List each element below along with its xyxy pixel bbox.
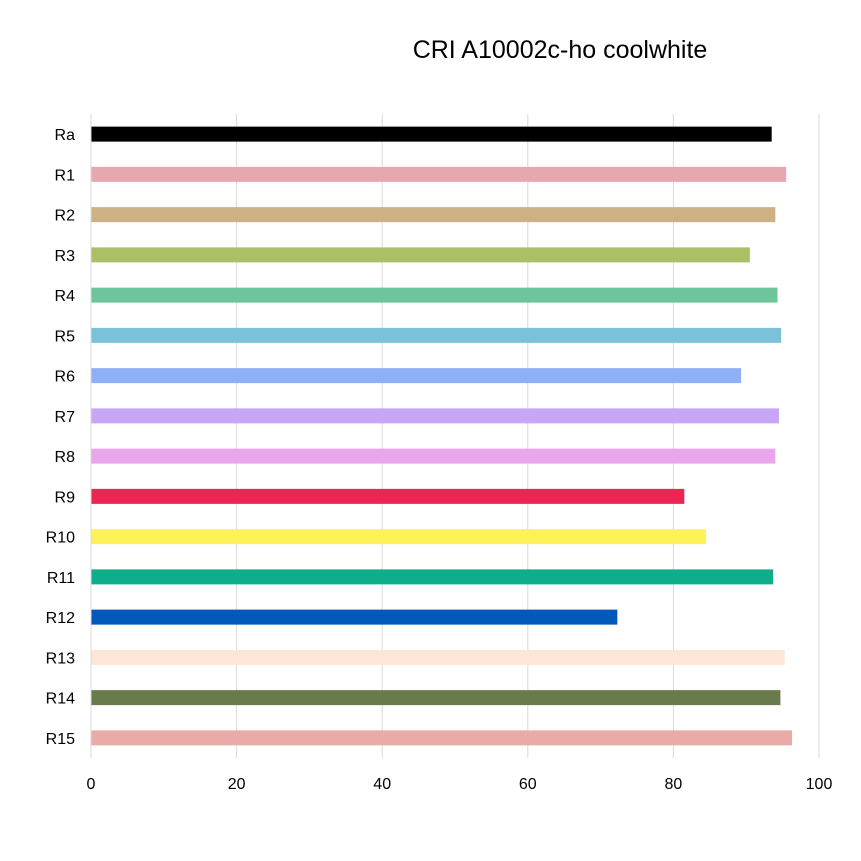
bar-r8 [91,448,776,464]
bar-r3 [91,247,750,263]
y-tick-label-r6: R6 [55,369,76,386]
y-tick-label-r5: R5 [55,328,76,345]
x-tick-label-2: 40 [373,776,391,793]
x-tick-label-5: 100 [806,776,833,793]
y-tick-label-r7: R7 [55,409,76,426]
y-tick-label-r12: R12 [46,610,75,627]
bar-r5 [91,327,782,343]
bar-r4 [91,287,778,303]
bar-r1 [91,166,787,182]
bar-r14 [91,690,781,706]
x-tick-label-0: 0 [87,776,96,793]
x-tick-label-4: 80 [665,776,683,793]
y-tick-label-r9: R9 [55,489,76,506]
bar-r11 [91,569,774,585]
y-tick-label-r2: R2 [55,208,76,225]
chart-title: CRI A10002c-ho coolwhite [412,36,708,64]
bar-r10 [91,529,707,545]
y-tick-label-r8: R8 [55,449,76,466]
y-tick-label-r3: R3 [55,248,76,265]
y-tick-label-r1: R1 [55,167,76,184]
bar-ra [91,126,772,142]
y-tick-label-ra: Ra [55,127,76,144]
x-tick-label-1: 20 [228,776,246,793]
y-tick-label-r11: R11 [47,570,75,587]
bar-r15 [91,730,793,746]
y-tick-label-r14: R14 [46,691,75,708]
bar-r6 [91,368,742,384]
bar-r12 [91,609,618,625]
bar-r13 [91,649,785,665]
bar-r7 [91,408,779,424]
bar-r2 [91,207,776,223]
y-tick-label-r4: R4 [55,288,76,305]
y-tick-label-r13: R13 [46,650,75,667]
bar-r9 [91,488,685,504]
y-tick-label-r15: R15 [46,731,75,748]
y-tick-label-r10: R10 [46,530,75,547]
x-tick-label-3: 60 [519,776,537,793]
